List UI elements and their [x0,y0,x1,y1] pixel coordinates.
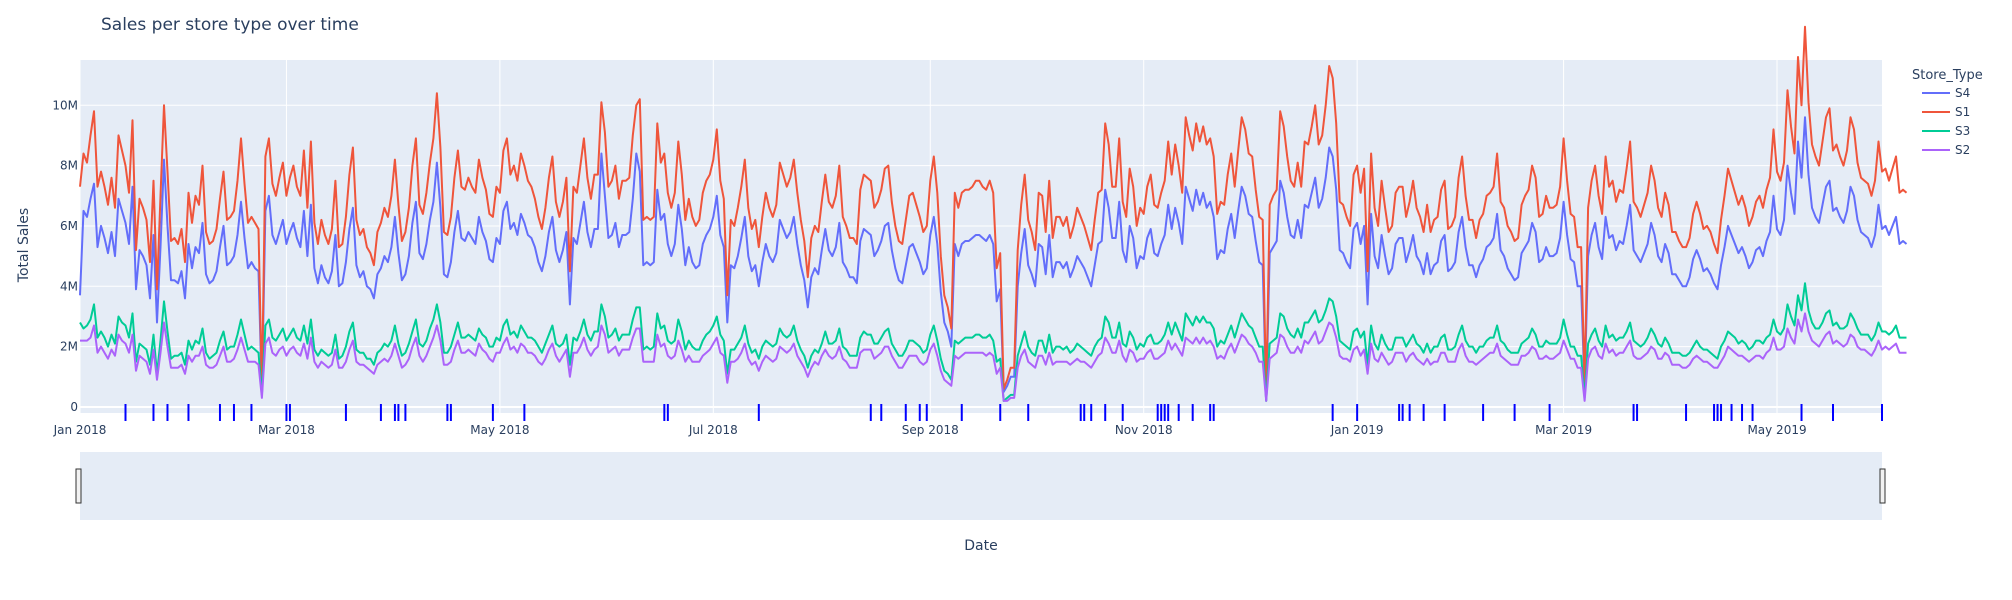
y-axis-title: Total Sales [16,208,32,283]
y-tick-label: 4M [60,279,78,293]
x-axis-title: Date [964,538,997,554]
y-tick-label: 10M [52,98,78,112]
legend-label: S4 [1955,86,1970,100]
x-tick-label: May 2019 [1747,423,1806,437]
series-line-s1 [79,25,1908,396]
y-tick-label: 8M [60,159,78,173]
y-axis-ticks: 0 2M 4M 6M 8M 10M [52,98,78,414]
x-tick-label: Nov 2018 [1115,423,1173,437]
legend-title: Store_Type [1912,68,1983,83]
x-tick-label: Mar 2018 [258,423,315,437]
series-line-s2 [80,312,1907,402]
legend-label: S2 [1955,143,1970,157]
x-tick-label: Jan 2019 [1330,423,1384,437]
x-tick-label: Jan 2018 [53,423,107,437]
y-tick-label: 2M [60,340,78,354]
rug-markers [124,404,1883,421]
range-slider-right-handle[interactable] [1879,468,1886,504]
legend-label: S1 [1955,105,1970,119]
series-line-s3 [79,282,1907,402]
series-lines [79,25,1908,402]
chart-title: Sales per store type over time [101,15,359,35]
range-slider-track[interactable] [80,452,1882,520]
series-line-s4 [79,116,1908,399]
x-tick-label: May 2018 [470,423,529,437]
x-tick-label: Sep 2018 [902,423,959,437]
x-tick-label: Jul 2018 [688,423,738,437]
x-axis-ticks: Jan 2018 Mar 2018 May 2018 Jul 2018 Sep 2018… [53,423,1807,437]
range-slider-left-handle[interactable] [75,468,82,504]
y-tick-label: 6M [60,219,78,233]
y-tick-label: 0 [70,400,78,414]
legend-label: S3 [1955,124,1970,138]
x-tick-label: Mar 2019 [1535,423,1592,437]
legend: Store_Type S4 S1 S3 S2 [1912,68,1983,157]
range-slider[interactable] [75,452,1886,520]
